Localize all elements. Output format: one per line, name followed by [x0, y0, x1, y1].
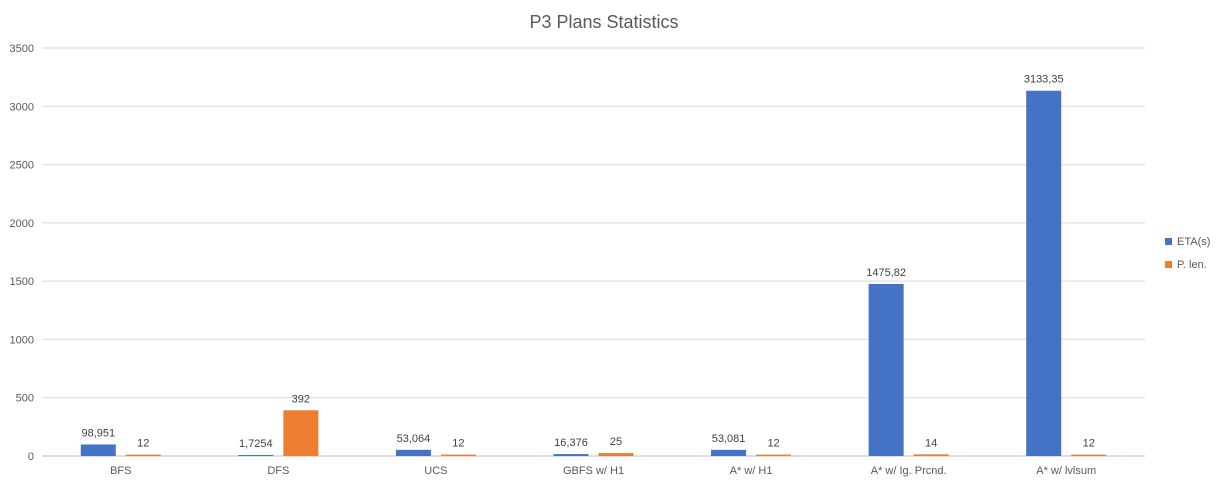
bar-eta: [1026, 90, 1062, 457]
bar-eta: [711, 449, 747, 456]
bar-eta: [238, 455, 274, 456]
chart-title: P3 Plans Statistics: [529, 12, 678, 32]
data-label: 3133,35: [1024, 74, 1064, 86]
legend-entry: ETA(s): [1177, 236, 1210, 248]
y-tick-label: 1500: [10, 276, 34, 288]
bar-eta: [553, 454, 589, 456]
x-tick-label: UCS: [424, 465, 447, 477]
bar-plen: [913, 454, 949, 456]
legend: ETA(s) P. len.: [1165, 236, 1210, 271]
x-axis: BFS DFS UCS GBFS w/ H1 A* w/ H1 A* w/ Ig. Prc…: [110, 465, 1096, 477]
bar-eta: [395, 449, 431, 456]
y-tick-label: 3500: [10, 43, 34, 55]
data-label: 53,081: [712, 433, 746, 445]
data-label: 12: [452, 438, 464, 450]
data-label: 12: [137, 438, 149, 450]
bars: [80, 90, 1107, 457]
y-tick-label: 0: [28, 451, 34, 463]
y-tick-label: 3000: [10, 101, 34, 113]
bar-plen: [440, 454, 476, 456]
legend-entry: P. len.: [1177, 259, 1207, 271]
bar-plen: [598, 453, 634, 456]
data-label: 16,376: [554, 437, 588, 449]
legend-swatch: [1165, 261, 1172, 268]
x-tick-label: DFS: [267, 465, 289, 477]
x-tick-label: BFS: [110, 465, 131, 477]
data-label: 12: [767, 438, 779, 450]
data-label: 53,064: [397, 433, 431, 445]
data-label: 25: [610, 436, 622, 448]
gridlines: [42, 47, 1145, 457]
y-axis: 0 500 1000 1500 2000 2500 3000 3500: [10, 43, 34, 463]
bar-plen: [125, 454, 161, 456]
x-tick-label: A* w/ lvlsum: [1036, 465, 1096, 477]
legend-swatch: [1165, 238, 1172, 245]
bar-eta: [868, 283, 904, 456]
y-tick-label: 2500: [10, 160, 34, 172]
x-tick-label: A* w/ H1: [730, 465, 773, 477]
y-tick-label: 2000: [10, 218, 34, 230]
data-label: 12: [1083, 438, 1095, 450]
data-label: 98,951: [81, 427, 115, 439]
x-tick-label: GBFS w/ H1: [563, 465, 624, 477]
data-label: 14: [925, 437, 937, 449]
y-tick-label: 500: [16, 393, 34, 405]
data-label: 1,7254: [239, 438, 273, 450]
bar-plen: [283, 410, 319, 456]
bar-plen: [1071, 454, 1107, 456]
data-label: 1475,82: [866, 267, 906, 279]
bar-eta: [80, 444, 116, 456]
data-label: 392: [292, 393, 310, 405]
x-tick-label: A* w/ Ig. Prcnd.: [871, 465, 947, 477]
data-labels: 98,951 12 1,7254 392 53,064 12 16,376 25 53,081 1…: [81, 74, 1094, 450]
bar-plen: [756, 454, 792, 456]
y-tick-label: 1000: [10, 334, 34, 346]
